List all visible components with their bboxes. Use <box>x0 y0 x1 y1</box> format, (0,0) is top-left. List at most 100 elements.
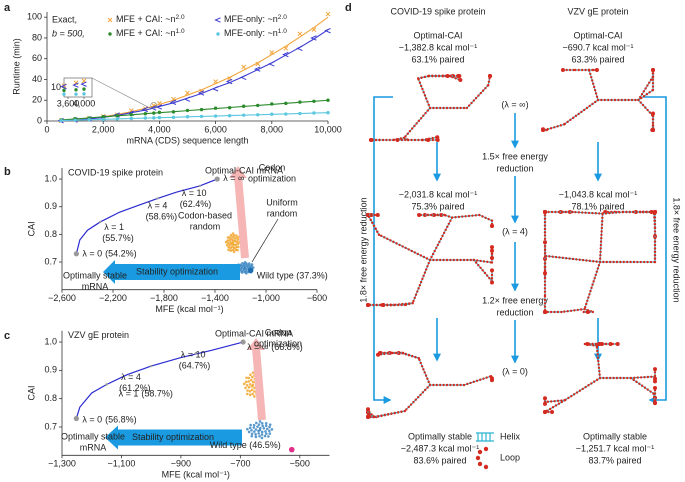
random-cloud <box>256 425 259 428</box>
point <box>283 45 289 51</box>
random-cloud <box>253 390 256 393</box>
rna-loop <box>403 106 432 139</box>
random-cloud <box>250 388 254 392</box>
rna-hairpin <box>608 342 613 346</box>
legend-label: MFE-only: ~n1.0 <box>224 28 287 39</box>
inset-point <box>62 88 66 93</box>
annotation: mRNA <box>82 281 109 291</box>
wild-type-label: Wild type (37.3%) <box>257 271 328 281</box>
rna-hairpin <box>435 135 440 140</box>
annotation: Optimal-CAI mRNA <box>205 165 283 175</box>
y-tick-label: 1.0 <box>44 173 57 183</box>
rna-loop <box>543 399 566 414</box>
random-cloud <box>229 233 233 237</box>
random-cloud <box>248 382 252 386</box>
random-cloud <box>236 242 240 246</box>
lambda-point <box>156 197 159 200</box>
lambda-point <box>73 251 79 257</box>
random-cloud <box>250 263 254 266</box>
random-cloud <box>234 243 238 246</box>
structure-label: Optimally stable <box>408 431 472 441</box>
rna-hairpin <box>369 138 374 142</box>
rna-loop <box>598 212 604 264</box>
lambda-label: λ = ∞ (66.8%) <box>247 342 303 352</box>
point <box>155 104 163 110</box>
rna-hairpin <box>651 128 655 132</box>
random-cloud <box>248 393 252 397</box>
lambda-label: λ = 0 (54.2%) <box>82 249 136 259</box>
panel-label: d <box>345 2 352 14</box>
random-cloud <box>250 385 254 388</box>
reduction-label: 1.5× free energy <box>482 151 548 161</box>
point <box>87 117 91 122</box>
rna-hairpin <box>445 74 450 78</box>
rna-loop <box>401 351 420 360</box>
rna-loop <box>417 356 432 387</box>
lambda-label: (λ = ∞) <box>501 99 528 109</box>
paired-text: (64.7%) <box>179 361 211 371</box>
random-cloud <box>248 389 252 393</box>
rna-loop <box>629 375 657 380</box>
paired-text: (55.7%) <box>102 233 134 243</box>
rna-loop <box>595 344 602 380</box>
lambda-text: λ = 10 <box>181 350 206 360</box>
legend-exponent: 1.0 <box>176 28 185 35</box>
lambda-text: λ = ∞ <box>223 173 244 183</box>
random-cloud <box>247 376 251 380</box>
rna-hairpin <box>366 303 370 307</box>
point <box>254 66 261 72</box>
legend-exponent: 2.0 <box>278 14 287 21</box>
point <box>73 118 77 122</box>
annotation-pointer <box>251 218 279 263</box>
rna-loop <box>637 75 655 102</box>
x-axis-label: MFE (kcal mol⁻¹) <box>162 470 230 480</box>
annotation: Codon-based <box>178 210 232 220</box>
rna-hairpin <box>490 223 494 228</box>
wild-type <box>247 267 254 274</box>
random-cloud <box>253 386 256 390</box>
paired-text: (56.8%) <box>105 415 137 425</box>
point <box>213 106 218 110</box>
annotation: Stability optimization <box>136 266 218 276</box>
random-cloud <box>232 246 236 250</box>
rna-hairpin <box>490 268 494 273</box>
random-cloud <box>242 382 246 386</box>
inset-point <box>82 92 86 96</box>
point <box>171 110 176 114</box>
inset-point <box>82 87 86 91</box>
random-cloud <box>231 232 235 235</box>
lambda-label: λ = 10 (62.4%) <box>180 188 212 209</box>
random-cloud <box>260 430 264 434</box>
annotation: optimization <box>254 338 302 348</box>
random-cloud <box>229 249 233 252</box>
random-cloud <box>253 430 256 433</box>
structure-label: Optimal-CAI <box>413 30 462 40</box>
inset-y-tick-label: 10 <box>51 82 61 92</box>
point <box>284 112 288 116</box>
rna-hairpin <box>653 367 657 372</box>
point <box>225 78 233 85</box>
y-tick-label: 100 <box>27 12 42 22</box>
codon-arrow <box>234 175 249 259</box>
random-cloud <box>270 428 274 431</box>
rna-structure <box>368 74 492 142</box>
random-cloud <box>245 271 248 275</box>
loop-icon <box>475 446 489 470</box>
rna-hairpin <box>653 379 657 384</box>
x-tick-label: 8,000 <box>261 124 284 134</box>
rna-hairpin <box>615 342 620 346</box>
point <box>312 99 316 103</box>
lambda-label: λ = 0 (56.8%) <box>82 415 136 425</box>
lambda-point <box>149 364 153 368</box>
wild-type <box>288 446 295 453</box>
rna-loop <box>376 351 393 356</box>
paired-text: (58.6%) <box>146 212 178 222</box>
random-cloud <box>251 371 255 374</box>
lambda-label: λ = 1 (55.7%) <box>102 222 134 243</box>
rna-structure <box>543 342 657 414</box>
y-tick-label: 40 <box>32 74 42 84</box>
point <box>325 11 331 17</box>
point <box>268 61 275 67</box>
rna-hairpin <box>651 68 655 72</box>
random-cloud <box>264 430 267 433</box>
